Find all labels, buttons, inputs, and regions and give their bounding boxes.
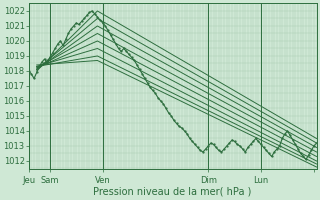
- X-axis label: Pression niveau de la mer( hPa ): Pression niveau de la mer( hPa ): [93, 187, 252, 197]
